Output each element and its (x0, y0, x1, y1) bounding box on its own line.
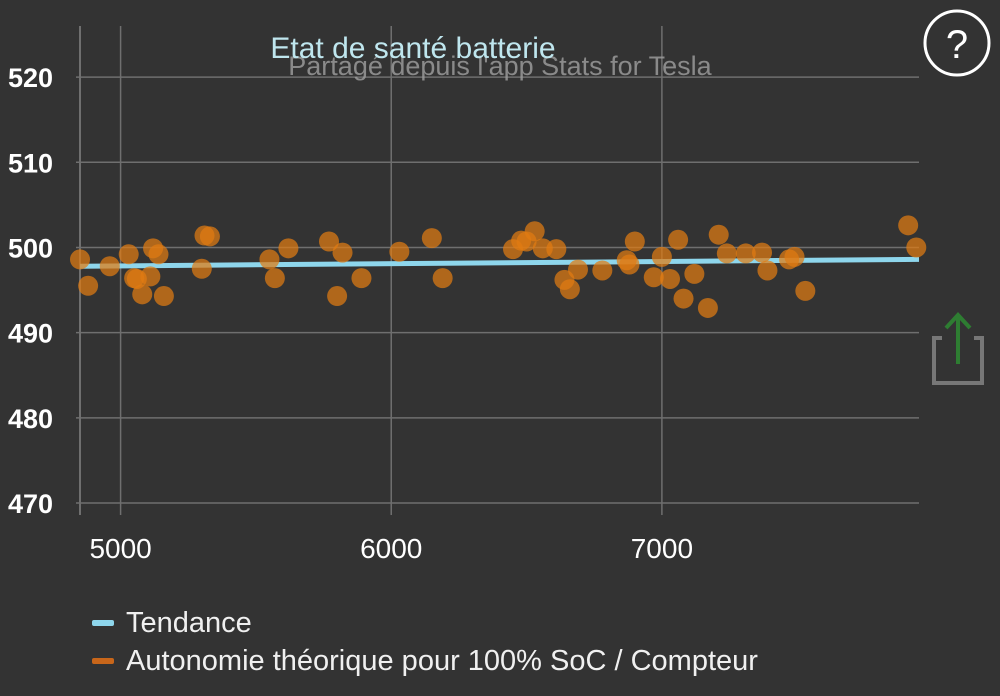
share-icon (932, 312, 984, 385)
data-point (757, 260, 778, 281)
svg-text:?: ? (946, 23, 968, 67)
chart-title: Etat de santé batterie (270, 32, 555, 65)
data-point (784, 246, 805, 267)
y-tick-label: 470 (8, 489, 53, 519)
y-tick-label: 520 (8, 63, 53, 93)
data-point (199, 226, 220, 247)
legend-label-points: Autonomie théorique pour 100% SoC / Comp… (126, 645, 758, 677)
battery-health-chart: 470 480 490 500 510 520 5000 6000 7000 Partagé … (8, 26, 927, 564)
y-axis: 470 480 490 500 510 520 (8, 63, 53, 519)
data-point (259, 249, 280, 270)
legend-swatch-points (92, 658, 114, 664)
legend-swatch-trend (92, 620, 114, 626)
y-tick-label: 480 (8, 404, 53, 434)
chart-legend: Tendance Autonomie théorique pour 100% S… (92, 604, 758, 680)
data-point (327, 286, 348, 307)
data-point (567, 259, 588, 280)
legend-item-trend[interactable]: Tendance (92, 604, 758, 642)
data-point (684, 263, 705, 284)
data-point (99, 256, 120, 277)
points-series (70, 215, 927, 318)
data-point (389, 241, 410, 262)
data-point (140, 266, 161, 287)
chart-grid (76, 26, 919, 515)
data-point (619, 254, 640, 275)
data-point (132, 284, 153, 305)
data-point (559, 279, 580, 300)
data-point (421, 228, 442, 249)
data-point (78, 275, 99, 296)
data-point (624, 231, 645, 252)
x-tick-label: 6000 (360, 533, 422, 564)
data-point (432, 268, 453, 289)
data-point (752, 242, 773, 263)
data-point (660, 268, 681, 289)
data-point (153, 286, 174, 307)
data-point (264, 268, 285, 289)
data-point (592, 260, 613, 281)
data-point (191, 258, 212, 279)
x-tick-label: 5000 (89, 533, 151, 564)
legend-label-trend: Tendance (126, 607, 252, 639)
data-point (148, 244, 169, 265)
data-point (898, 215, 919, 236)
data-point (716, 243, 737, 264)
data-point (697, 297, 718, 318)
data-point (708, 224, 729, 245)
data-point (668, 229, 689, 250)
share-button[interactable] (928, 308, 988, 388)
data-point (643, 267, 664, 288)
y-tick-label: 510 (8, 148, 53, 178)
data-point (278, 238, 299, 259)
y-tick-label: 500 (8, 233, 53, 263)
data-point (546, 239, 567, 260)
data-point (318, 231, 339, 252)
data-point (70, 249, 90, 270)
help-button[interactable]: ? (922, 8, 992, 78)
chart-subtitle: Partagé depuis l'app Stats for Tesla (288, 51, 712, 81)
legend-item-points[interactable]: Autonomie théorique pour 100% SoC / Comp… (92, 642, 758, 680)
x-axis: 5000 6000 7000 (89, 533, 693, 564)
data-point (524, 221, 545, 242)
data-point (673, 288, 694, 309)
data-point (735, 243, 756, 264)
data-point (795, 280, 816, 301)
data-point (332, 242, 353, 263)
help-circle-icon: ? (923, 9, 991, 77)
data-point (351, 268, 372, 289)
x-tick-label: 7000 (631, 533, 693, 564)
data-point (651, 246, 672, 267)
data-point (906, 237, 927, 258)
y-tick-label: 490 (8, 319, 53, 349)
data-point (118, 244, 139, 265)
